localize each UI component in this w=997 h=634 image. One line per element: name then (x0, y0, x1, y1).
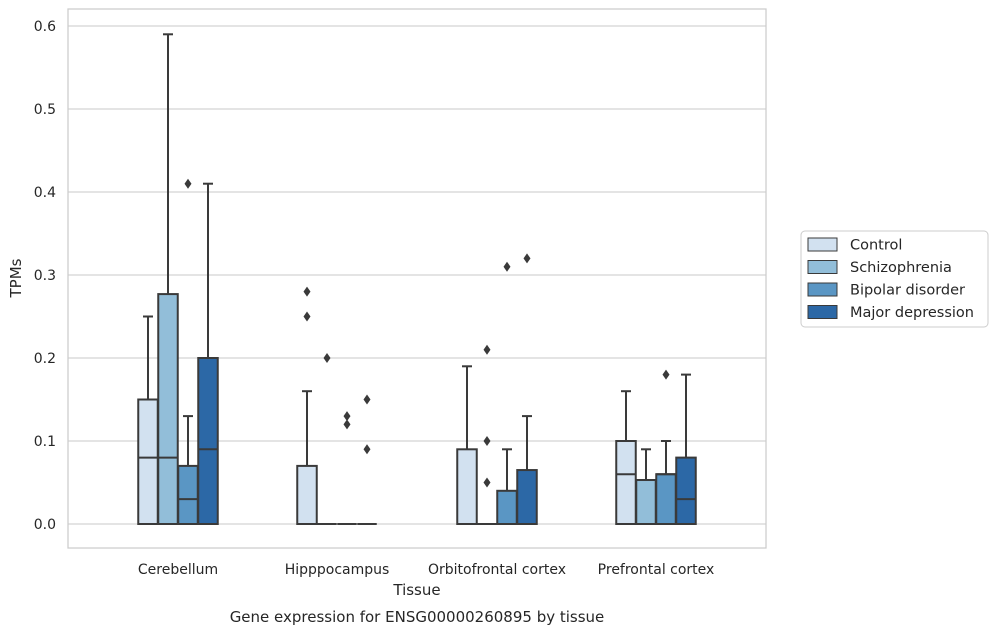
box-group (296, 286, 318, 525)
outlier-point (184, 178, 192, 189)
box-group (516, 253, 538, 525)
box-group (157, 33, 179, 525)
x-tick-label: Cerebellum (138, 562, 218, 578)
x-tick-label: Hipppocampus (285, 562, 390, 578)
outlier-point (363, 394, 371, 405)
box-group (197, 182, 219, 525)
outlier-point (363, 444, 371, 455)
legend-frame (800, 230, 989, 328)
box (496, 489, 518, 525)
x-tick-labels: Cerebellum Hipppocampus Orbitofrontal cort… (138, 562, 714, 578)
box-series (137, 33, 697, 526)
box (675, 456, 697, 526)
outlier-point (303, 286, 311, 297)
y-tick-label: 0.3 (34, 268, 56, 284)
outlier-point (483, 436, 491, 446)
outlier-point (483, 344, 491, 355)
legend-swatch (807, 260, 838, 274)
box (296, 464, 318, 525)
outlier-point (483, 477, 491, 488)
chart-caption: Gene expression for ENSG00000260895 by t… (230, 608, 605, 626)
y-tick-label: 0.0 (34, 517, 56, 533)
box-group (675, 373, 697, 526)
legend-label: Major depression (850, 305, 974, 321)
outlier-point (303, 311, 311, 322)
x-tick-label: Orbitofrontal cortex (428, 562, 566, 578)
y-axis-title: TPMs (7, 258, 25, 298)
box (635, 479, 657, 526)
outlier-point (662, 369, 670, 380)
box-group (615, 390, 637, 525)
box-group (496, 261, 518, 525)
y-tick-label: 0.5 (34, 102, 56, 118)
box-group (477, 344, 497, 525)
x-tick-label: Prefrontal cortex (598, 562, 715, 578)
y-tick-label: 0.4 (34, 185, 56, 201)
box (516, 469, 538, 525)
x-axis-title: Tissue (392, 581, 440, 599)
box-group (456, 365, 478, 525)
legend-swatch (807, 237, 838, 252)
box-group (337, 411, 357, 525)
legend-label: Control (850, 238, 902, 254)
box (655, 473, 677, 526)
legend-swatch (807, 305, 838, 319)
outlier-point (323, 353, 331, 363)
y-tick-label: 0.1 (34, 434, 56, 450)
y-tick-label: 0.2 (34, 351, 56, 367)
legend-swatch (807, 282, 838, 297)
box-group (317, 353, 337, 525)
box (197, 357, 219, 525)
box (456, 448, 478, 525)
box-group (635, 448, 657, 526)
plot-frame (67, 8, 767, 549)
box-group (137, 315, 159, 525)
box (615, 440, 637, 525)
outlier-point (343, 419, 351, 430)
box (137, 398, 159, 525)
box-group (655, 369, 677, 526)
outlier-point (503, 261, 511, 272)
y-tick-label: 0.6 (34, 19, 56, 35)
y-tick-labels: 0.0 0.1 0.2 0.3 0.4 0.5 0.6 (34, 19, 56, 533)
box-group (357, 394, 377, 525)
legend-label: Bipolar disorder (850, 283, 965, 299)
box (177, 464, 199, 525)
box (157, 293, 179, 525)
legend: Control Schizophrenia Bipolar disorder Majo… (800, 230, 989, 328)
legend-label: Schizophrenia (850, 260, 952, 276)
outlier-point (523, 253, 531, 264)
outlier-point (343, 411, 351, 422)
